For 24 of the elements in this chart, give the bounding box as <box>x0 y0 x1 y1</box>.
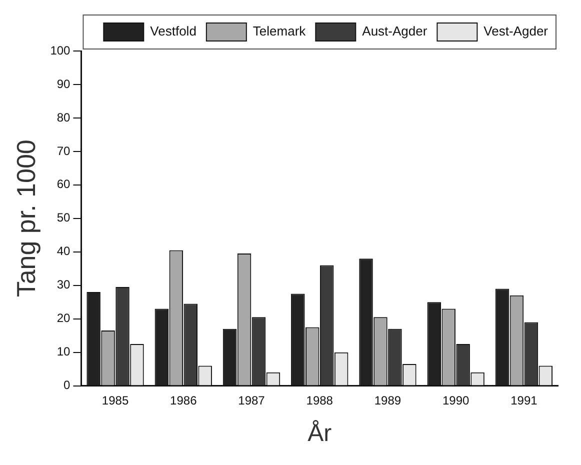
y-tick-label: 70 <box>56 144 71 158</box>
y-tick-label: 60 <box>56 177 71 192</box>
y-tick-label: 100 <box>50 43 71 58</box>
y-tick-label: 50 <box>56 210 71 225</box>
legend-label: Vest-Agder <box>484 24 549 39</box>
y-tick-label: 30 <box>56 278 71 292</box>
x-tick-label: 1988 <box>306 393 334 408</box>
x-tick-label: 1990 <box>442 393 470 408</box>
x-tick-label: 1985 <box>102 393 129 408</box>
y-tick-label: 10 <box>56 344 71 359</box>
legend-label: Telemark <box>252 24 306 39</box>
x-tick-label: 1987 <box>238 393 266 408</box>
y-tick-label: 0 <box>64 378 71 392</box>
x-tick-label: 1989 <box>374 393 402 408</box>
legend-label: Aust-Agder <box>362 24 428 39</box>
y-tick-label: 20 <box>56 311 71 326</box>
x-tick-label: 1991 <box>510 393 538 408</box>
legend-label: Vestfold <box>150 24 196 39</box>
y-tick-label: 40 <box>56 244 71 258</box>
x-tick-label: 1986 <box>170 393 198 408</box>
y-tick-label: 90 <box>56 76 71 91</box>
y-axis-title: Tang pr. 1000 <box>10 140 41 298</box>
x-axis-title: År <box>308 420 332 448</box>
y-tick-label: 80 <box>56 110 71 124</box>
